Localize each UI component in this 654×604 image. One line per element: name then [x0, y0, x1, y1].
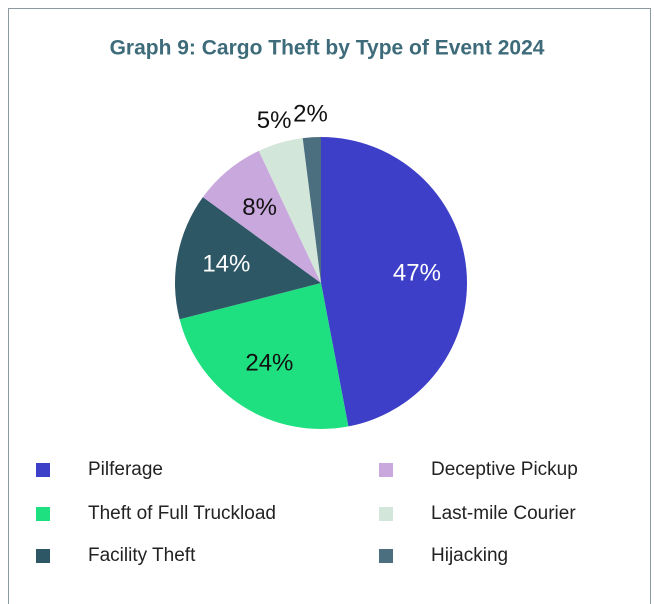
- legend-label: Hijacking: [431, 545, 508, 566]
- legend-swatch: [379, 507, 393, 521]
- chart-title: Graph 9: Cargo Theft by Type of Event 20…: [110, 37, 545, 60]
- data-label: 5%: [257, 107, 292, 134]
- legend-label: Theft of Full Truckload: [88, 503, 276, 524]
- pie-slice: [258, 138, 321, 283]
- legend-label: Pilferage: [88, 459, 163, 480]
- legend-label: Deceptive Pickup: [431, 459, 578, 480]
- legend-swatch: [36, 549, 50, 563]
- pie-slice: [179, 283, 349, 429]
- data-label: 24%: [245, 350, 293, 377]
- legend-swatch: [36, 507, 50, 521]
- data-label: 47%: [393, 259, 441, 286]
- pie-slice: [321, 137, 467, 427]
- pie-slice: [302, 137, 321, 283]
- legend-label: Facility Theft: [88, 545, 196, 566]
- pie-slice: [202, 150, 321, 283]
- pie-slice: [175, 197, 321, 320]
- legend-swatch: [36, 463, 50, 477]
- legend-swatch: [379, 549, 393, 563]
- frame: [8, 8, 651, 604]
- data-label: 2%: [293, 101, 328, 128]
- legend-label: Last-mile Courier: [431, 503, 576, 524]
- data-label: 8%: [242, 194, 277, 221]
- data-label: 14%: [202, 250, 250, 277]
- legend-swatch: [379, 463, 393, 477]
